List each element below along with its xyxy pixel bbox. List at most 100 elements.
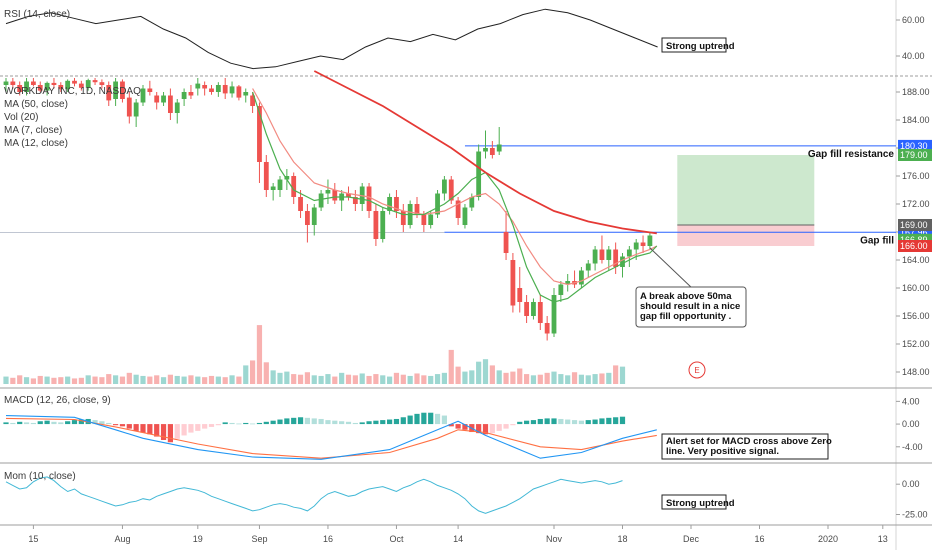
volume-bar-38 [263,362,269,384]
macd-hist-87 [599,418,605,425]
mom-panel: 0.00 -25.00 [5,476,928,520]
volume-bar-74 [510,371,516,384]
candle-body-12 [85,80,91,88]
macd-hist-3 [23,422,30,425]
volume-bar-57 [393,372,400,384]
volume-bar-64 [441,372,447,384]
candle-body-89 [613,249,619,267]
rsi-annotation-box[interactable] [661,37,727,53]
volume-bar-78 [537,374,543,384]
candle-body-26 [181,92,187,99]
macd-hist-65 [448,424,454,427]
earnings-marker[interactable] [688,361,706,379]
volume-bar-56 [387,376,393,384]
macd-hist-81 [558,418,564,425]
candle-body-24 [168,95,173,113]
candle-body-88 [606,249,612,260]
volume-bar-9 [65,376,71,384]
macd-hist-88 [606,417,612,425]
volume-bar-87 [599,373,605,384]
candle-body-25 [174,102,180,113]
candle-body-77 [531,302,536,316]
macd-hist-89 [613,417,619,425]
macd-hist-14 [99,421,105,425]
price-tag-bg-0 [898,149,932,161]
candle-body-23 [161,95,166,103]
macd-hist-37 [256,422,263,425]
mom-annotation-box[interactable] [661,494,727,510]
volume-bar-58 [400,374,406,384]
macd-hist-42 [291,417,297,425]
candle-body-76 [524,302,529,316]
macd-hist-46 [318,418,324,425]
volume-bar-52 [359,373,365,384]
price-legend-vol: Vol (20) [4,112,38,123]
volume-bar-42 [291,374,297,384]
macd-hist-66 [455,424,461,429]
volume-bar-35 [243,365,249,384]
candle-body-72 [496,144,502,152]
volume-bar-51 [352,375,358,384]
volume-bar-80 [551,371,557,384]
volume-bar-4 [30,378,36,384]
candle-body-41 [284,176,290,180]
candle-body-20 [140,88,146,103]
macd-hist-63 [434,413,441,425]
macd-hist-33 [229,422,235,425]
price-tag-bg-3 [898,240,932,252]
volume-bar-5 [37,375,43,384]
volume-bar-23 [160,377,167,384]
macd-hist-32 [222,422,228,425]
x-tick-label-0: 15 [28,534,38,544]
price-legend-title: WORKDAY INC, 1D, NASDAQ [4,86,141,97]
candle-body-18 [126,97,132,117]
candle-body-91 [626,249,632,257]
macd-hist-4 [30,422,36,425]
macd-hist-55 [380,420,386,425]
volume-bar-63 [434,374,441,384]
candle-body-35 [243,92,249,96]
candle-body-42 [291,176,297,197]
candle-body-4 [31,81,36,85]
rsi-tick-label-0: 60.00 [902,15,925,25]
candle-body-73 [503,232,509,253]
volume-bar-16 [113,375,119,384]
macd-annotation-box[interactable] [661,433,829,460]
candle-body-79 [544,323,550,334]
volume-bar-2 [17,375,23,384]
macd-hist-10 [71,420,78,425]
volume-bar-32 [222,377,228,384]
volume-bar-90 [619,366,626,384]
volume-bar-28 [195,376,201,384]
volume-bar-25 [174,375,180,384]
candle-body-51 [352,197,358,204]
price-legend-ma12: MA (12, close) [4,138,68,149]
price-annotation-box[interactable] [635,286,747,328]
macd-hist-54 [373,420,379,425]
macd-hist-77 [530,420,537,425]
candle-body-9 [65,80,71,90]
volume-bar-8 [58,377,64,384]
macd-panel: 4.00 0.00 -4.00 [3,396,923,460]
macd-hist-49 [339,421,345,425]
volume-bar-45 [311,375,317,384]
volume-bar-37 [256,325,263,384]
candle-body-36 [250,95,255,106]
macd-annotation: Alert set for MACD cross above Zero line.… [666,436,832,457]
ma12-line [252,88,658,286]
candle-body-14 [99,82,105,85]
macd-hist-9 [65,421,71,425]
macd-hist-39 [270,420,276,425]
macd-hist-28 [195,424,201,431]
volume-bar-69 [476,361,482,384]
macd-hist-64 [441,415,447,425]
macd-hist-74 [510,424,516,426]
rsi-legend: RSI (14, close) [4,9,70,20]
candle-body-93 [640,242,646,246]
candle-body-6 [44,82,50,91]
candle-body-40 [277,179,283,190]
hline-label-1: Gap fill [860,235,894,246]
candle-body-58 [400,211,406,225]
volume-bar-82 [565,375,571,384]
